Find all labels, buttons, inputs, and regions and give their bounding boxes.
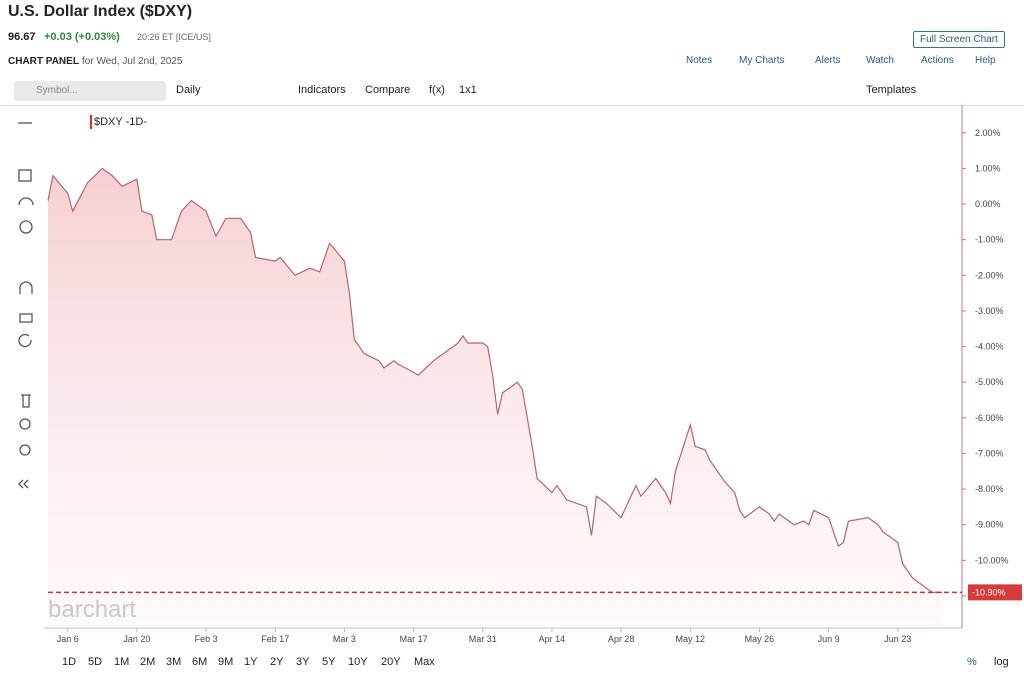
y-tick-label: 0.00% — [975, 199, 1001, 209]
chart: 2.00% 1.00% 0.00% -1.00% -2.00% -3.00% -4.00% -… — [18, 105, 1022, 644]
notes-link[interactable]: Notes — [686, 55, 713, 66]
range-button[interactable]: 5D — [88, 656, 103, 668]
help-link[interactable]: Help — [975, 55, 996, 66]
y-tick-label: -2.00% — [975, 270, 1004, 280]
mycharts-link[interactable]: My Charts — [739, 55, 785, 66]
legend-swatch — [90, 115, 92, 129]
layout-button[interactable]: 1x1 — [459, 84, 477, 96]
range-button[interactable]: 3Y — [296, 656, 310, 668]
x-tick-label: Apr 14 — [539, 634, 566, 644]
y-tick-label: -10.00% — [975, 555, 1009, 565]
title: U.S. Dollar Index ($DXY) — [8, 3, 193, 20]
y-tick-label: -6.00% — [975, 413, 1004, 423]
x-tick-label: Apr 28 — [608, 634, 635, 644]
change: +0.03 (+0.03%) — [44, 31, 120, 43]
range-button[interactable]: 1Y — [244, 656, 258, 668]
symbol-search[interactable]: Symbol... — [14, 81, 166, 101]
y-tick-label: 1.00% — [975, 163, 1001, 173]
x-tick-label: May 26 — [745, 634, 775, 644]
x-tick-label: Mar 31 — [469, 634, 497, 644]
panel-label: CHART PANEL — [8, 56, 79, 67]
watermark: barchart — [48, 596, 137, 623]
x-tick-label: Jun 23 — [884, 634, 911, 644]
fx-button[interactable]: f(x) — [429, 84, 445, 96]
separator — [0, 105, 1024, 106]
y-tick-label: -1.00% — [975, 235, 1004, 245]
templates-button[interactable]: Templates — [866, 84, 917, 96]
percent-toggle[interactable]: % — [967, 656, 977, 668]
y-tick-label: -7.00% — [975, 448, 1004, 458]
x-tick-label: Feb 3 — [195, 634, 218, 644]
y-tick-label: -8.00% — [975, 484, 1004, 494]
indicators-button[interactable]: Indicators — [298, 84, 346, 96]
range-button[interactable]: 10Y — [348, 656, 368, 668]
panel-date: for Wed, Jul 2nd, 2025 — [82, 56, 183, 67]
y-tick-label: -9.00% — [975, 520, 1004, 530]
range-button[interactable]: 2M — [140, 656, 156, 668]
compare-button[interactable]: Compare — [365, 84, 411, 96]
fullscreen-button[interactable]: Full Screen Chart — [913, 31, 1005, 48]
drawing-tools[interactable] — [18, 122, 34, 489]
x-tick-label: Jan 20 — [123, 634, 150, 644]
log-toggle[interactable]: log — [994, 656, 1009, 668]
range-button[interactable]: 2Y — [270, 656, 284, 668]
last-value-label: -10.90% — [972, 587, 1006, 597]
alerts-link[interactable]: Alerts — [815, 55, 841, 66]
last-value-box — [968, 584, 1022, 601]
actions-link[interactable]: Actions — [921, 55, 954, 66]
range-button[interactable]: 3M — [166, 656, 182, 668]
y-tick-label: 2.00% — [975, 128, 1001, 138]
y-tick-label: -5.00% — [975, 377, 1004, 387]
x-tick-label: Jun 9 — [818, 634, 840, 644]
x-tick-label: Mar 3 — [333, 634, 356, 644]
price-line — [47, 167, 943, 593]
x-tick-label: Jan 6 — [57, 634, 79, 644]
y-tick-label: -4.00% — [975, 342, 1004, 352]
range-button[interactable]: 6M — [192, 656, 208, 668]
legend: $DXY -1D- — [94, 116, 147, 128]
range-button[interactable]: Max — [414, 656, 435, 668]
range-button[interactable]: 1D — [62, 656, 77, 668]
timestamp: 20:26 ET [ICE/US] — [137, 32, 211, 42]
watch-link[interactable]: Watch — [866, 55, 894, 66]
interval-select[interactable]: Daily — [176, 84, 201, 96]
range-button[interactable]: 5Y — [322, 656, 336, 668]
range-button[interactable]: 9M — [218, 656, 234, 668]
range-button[interactable]: 1M — [114, 656, 130, 668]
price: 96.67 — [8, 31, 36, 43]
x-tick-label: Mar 17 — [400, 634, 428, 644]
y-tick-label: -3.00% — [975, 306, 1004, 316]
x-tick-label: Feb 17 — [261, 634, 289, 644]
x-tick-label: May 12 — [676, 634, 706, 644]
range-button[interactable]: 20Y — [381, 656, 401, 668]
